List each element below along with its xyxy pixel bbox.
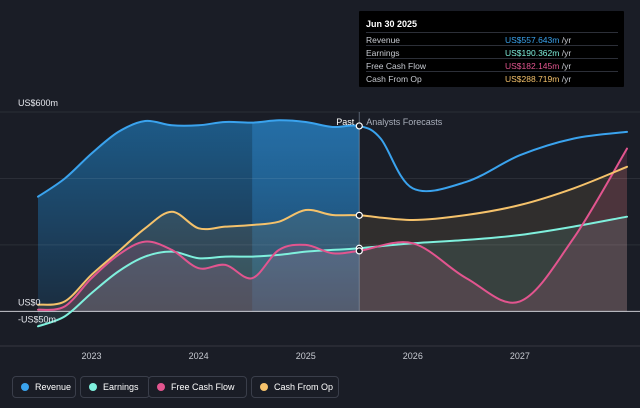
legend-label: Earnings [103, 382, 139, 392]
revenue-marker [355, 122, 363, 130]
earnings-area [38, 216, 627, 327]
y-axis-top-label: US$600m [18, 98, 58, 108]
tooltip-row-earnings: Earnings US$190.362m /yr [366, 45, 618, 59]
chart-background [38, 120, 360, 312]
tooltip-panel: Jun 30 2025 Revenue US$557.643m /yr Earn… [359, 11, 624, 87]
x-tick-label: 2025 [296, 351, 316, 361]
legend-item-revenue[interactable]: Revenue [12, 376, 76, 398]
earnings-line [37, 215, 628, 328]
cash-from-op-marker [355, 211, 363, 219]
free-cash-flow-dot-icon [157, 383, 165, 391]
cash-from-op-line [37, 165, 628, 306]
revenue-dot-icon [21, 383, 29, 391]
tooltip-value: US$190.362m /yr [505, 48, 572, 58]
tooltip-label: Free Cash Flow [366, 61, 426, 71]
cash-from-op-dot-icon [260, 383, 268, 391]
past-label: Past [336, 117, 355, 127]
legend-item-earnings[interactable]: Earnings [80, 376, 150, 398]
legend-label: Cash From Op [274, 382, 334, 392]
tooltip-value: US$557.643m /yr [505, 35, 572, 45]
x-tick-label: 2026 [403, 351, 423, 361]
tooltip-label: Earnings [366, 48, 400, 58]
tooltip-row-free-cash-flow: Free Cash Flow US$182.145m /yr [366, 58, 618, 72]
tooltip-value: US$182.145m /yr [505, 61, 572, 71]
series-lines [37, 119, 628, 328]
free-cash-flow-area [38, 148, 627, 312]
tooltip-label: Revenue [366, 35, 401, 45]
tooltip-date: Jun 30 2025 [366, 19, 418, 29]
y-axis-zero-label: US$0 [18, 297, 41, 307]
cash-from-op-area [38, 166, 627, 312]
x-tick-label: 2027 [510, 351, 530, 361]
revenue-area-highlight [252, 120, 360, 312]
tooltip-row-cash-from-op: Cash From Op US$288.719m /yr [366, 71, 618, 85]
earnings-dot-icon [89, 383, 97, 391]
series-areas [38, 148, 627, 327]
tooltip-label: Cash From Op [366, 74, 422, 84]
tooltip-row-revenue: Revenue US$557.643m /yr [366, 32, 618, 46]
legend-item-free-cash-flow[interactable]: Free Cash Flow [148, 376, 247, 398]
legend-label: Free Cash Flow [171, 382, 235, 392]
gridlines [0, 111, 640, 347]
divider-markers [355, 122, 363, 255]
forecast-label: Analysts Forecasts [366, 117, 443, 127]
y-axis-bottom-label: -US$50m [18, 314, 56, 324]
legend-item-cash-from-op[interactable]: Cash From Op [251, 376, 339, 398]
free-cash-flow-marker [355, 247, 363, 255]
x-tick-label: 2023 [82, 351, 102, 361]
free-cash-flow-line [37, 147, 628, 311]
x-tick-label: 2024 [189, 351, 209, 361]
revenue-line [37, 119, 628, 198]
tooltip-value: US$288.719m /yr [505, 74, 572, 84]
legend-label: Revenue [35, 382, 72, 392]
axis-labels: US$600m US$0 -US$50m Past Analysts Forecasts… [18, 98, 530, 361]
